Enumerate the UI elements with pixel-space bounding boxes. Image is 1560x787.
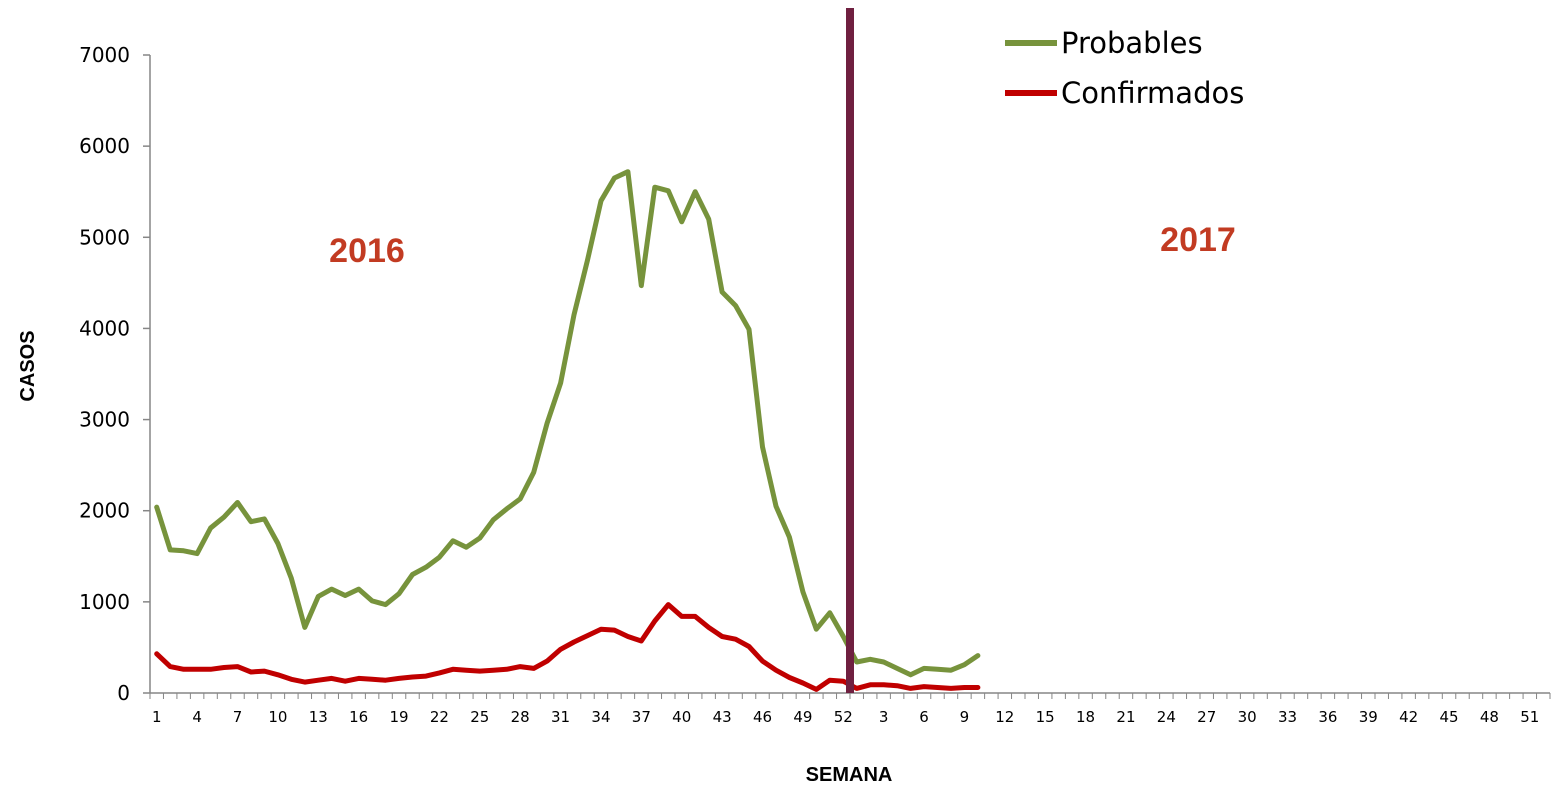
x-tick-label: 46: [753, 708, 772, 726]
x-tick-label: 49: [793, 708, 812, 726]
y-tick-label: 0: [117, 681, 130, 705]
x-tick-label: 40: [672, 708, 691, 726]
x-axis-title: SEMANA: [806, 764, 893, 786]
series-line-confirmados: [154, 602, 981, 692]
y-tick-label: 4000: [79, 316, 130, 340]
y-tick-label: 3000: [79, 408, 130, 432]
legend: Probables Confirmados: [1005, 26, 1244, 110]
x-tick-label: 16: [349, 708, 368, 726]
x-tick-label: 19: [389, 708, 408, 726]
legend-label-confirmados: Confirmados: [1061, 76, 1244, 110]
x-tick-label: 36: [1318, 708, 1337, 726]
x-tick-label: 48: [1480, 708, 1499, 726]
x-tick-label: 27: [1197, 708, 1216, 726]
x-tick-label: 15: [1036, 708, 1055, 726]
x-ticks: 1 4 7 10 13 16 19 22 25 28 31 34 37 40 43 46 49 52 3 6 9 12 15…: [149, 693, 1551, 726]
y-tick-label: 5000: [79, 225, 130, 249]
x-tick-label: 52: [834, 708, 853, 726]
y-tick-label: 1000: [79, 590, 130, 614]
legend-label-probables: Probables: [1061, 26, 1203, 60]
x-tick-label: 45: [1439, 708, 1458, 726]
series-layer: [154, 169, 981, 692]
x-tick-label: 21: [1116, 708, 1135, 726]
x-tick-label: 39: [1359, 708, 1378, 726]
x-tick-label: 37: [632, 708, 651, 726]
x-tick-label: 18: [1076, 708, 1095, 726]
x-tick-label: 12: [995, 708, 1014, 726]
x-tick-label: 4: [192, 708, 202, 726]
x-tick-label: 51: [1520, 708, 1539, 726]
x-tick-label: 33: [1278, 708, 1297, 726]
y-tick-label: 2000: [79, 499, 130, 523]
x-tick-label: 6: [919, 708, 929, 726]
legend-item-probables: Probables: [1005, 26, 1203, 60]
x-tick-label: 43: [713, 708, 732, 726]
x-tick-label: 22: [430, 708, 449, 726]
y-axis-title: CASOS: [17, 330, 39, 401]
x-tick-label: 28: [511, 708, 530, 726]
x-tick-label: 13: [309, 708, 328, 726]
x-tick-label: 9: [960, 708, 970, 726]
x-tick-label: 7: [233, 708, 243, 726]
x-tick-label: 25: [470, 708, 489, 726]
x-tick-label: 24: [1157, 708, 1176, 726]
x-tick-label: 1: [152, 708, 162, 726]
series-line-probables: [154, 169, 981, 678]
x-tick-label: 31: [551, 708, 570, 726]
x-tick-label: 42: [1399, 708, 1418, 726]
x-tick-label: 30: [1238, 708, 1257, 726]
y-tick-label: 7000: [79, 43, 130, 67]
x-tick-label: 34: [591, 708, 610, 726]
y-axis: 0 1000 2000 3000 4000 5000 6000 7000: [79, 43, 151, 705]
year-label-2016: 2016: [329, 232, 405, 270]
x-tick-label: 3: [879, 708, 889, 726]
year-label-2017: 2017: [1160, 221, 1236, 259]
legend-item-confirmados: Confirmados: [1005, 76, 1244, 110]
y-tick-label: 6000: [79, 134, 130, 158]
x-axis: 1 4 7 10 13 16 19 22 25 28 31 34 37 40 43 46 49 52 3 6 9 12 15…: [149, 692, 1551, 726]
y-ticks: 0 1000 2000 3000 4000 5000 6000 7000: [79, 43, 150, 705]
x-tick-label: 10: [268, 708, 287, 726]
